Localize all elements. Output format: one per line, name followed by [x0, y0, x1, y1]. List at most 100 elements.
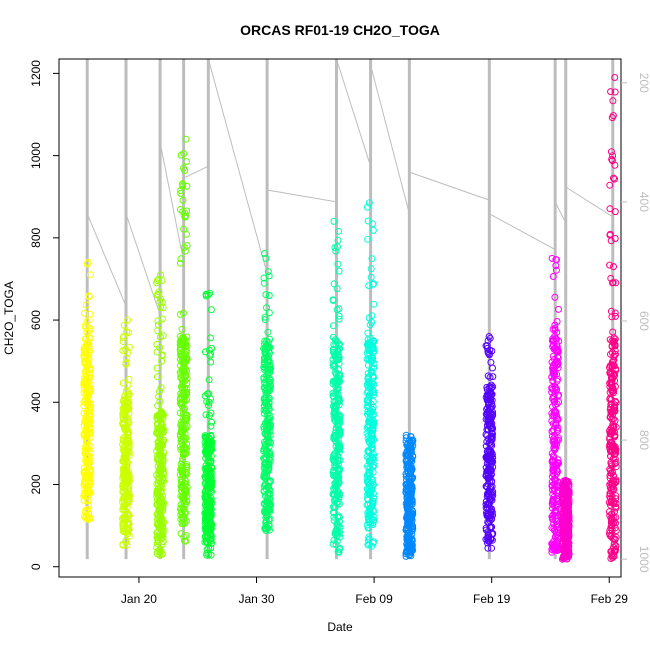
data-point — [369, 280, 377, 288]
data-point — [330, 217, 338, 225]
data-point — [176, 206, 184, 213]
chart-title: ORCAS RF01-19 CH2O_TOGA — [240, 22, 440, 38]
data-point — [612, 423, 620, 431]
data-point — [265, 443, 273, 450]
data-point — [553, 377, 561, 385]
data-point — [330, 413, 338, 421]
data-point — [177, 530, 185, 538]
pressure-connector — [335, 58, 372, 167]
y-tick-label: 400 — [29, 392, 43, 412]
data-point — [121, 406, 129, 414]
data-point — [202, 508, 210, 516]
data-point — [333, 306, 341, 314]
data-point — [262, 455, 270, 463]
data-point — [407, 536, 415, 544]
data-point — [159, 503, 167, 511]
data-point — [366, 380, 374, 388]
data-point — [335, 356, 343, 363]
data-point — [487, 524, 495, 532]
series-RF06 — [260, 250, 275, 534]
data-point — [548, 473, 556, 481]
data-point — [121, 423, 128, 431]
data-point — [607, 479, 615, 487]
data-point — [561, 501, 569, 509]
data-point — [80, 384, 88, 392]
data-point — [264, 402, 272, 410]
data-point — [336, 345, 344, 353]
data-point — [606, 181, 614, 189]
data-point — [611, 161, 619, 169]
data-point — [552, 408, 560, 416]
data-point — [157, 494, 165, 501]
data-point — [334, 430, 342, 438]
data-point — [179, 196, 187, 204]
data-point — [368, 255, 376, 263]
data-point — [154, 373, 161, 381]
y-axis-label: CH2O_TOGA — [2, 281, 16, 355]
data-point — [156, 398, 164, 405]
data-point — [179, 497, 187, 504]
data-point — [548, 373, 556, 381]
data-point — [262, 291, 270, 299]
data-point — [552, 386, 560, 394]
data-point — [334, 492, 342, 500]
data-point — [334, 260, 342, 268]
data-point — [549, 470, 557, 477]
data-point — [180, 515, 188, 523]
data-point — [607, 408, 615, 416]
data-point — [610, 339, 617, 347]
data-point — [206, 531, 214, 539]
data-point — [488, 457, 496, 465]
data-point — [122, 538, 130, 546]
x-tick-label: Jan 30 — [239, 592, 275, 606]
data-point — [119, 347, 127, 354]
data-point — [489, 383, 497, 391]
data-point — [159, 457, 167, 464]
data-point — [334, 452, 342, 460]
series-RF02 — [119, 316, 133, 549]
data-point — [204, 452, 212, 460]
data-point — [485, 474, 493, 482]
data-point — [607, 499, 615, 506]
data-point — [552, 444, 560, 452]
data-point — [609, 410, 617, 418]
data-point — [406, 543, 414, 551]
data-point — [83, 318, 91, 326]
data-point — [330, 378, 338, 386]
data-point — [405, 551, 413, 559]
data-point — [203, 440, 211, 448]
series-RF04 — [176, 135, 191, 545]
data-point — [332, 461, 340, 469]
data-point — [606, 489, 614, 497]
data-point — [87, 271, 94, 279]
data-point — [84, 259, 92, 266]
data-point — [364, 524, 372, 532]
y-tick-label: 1200 — [29, 60, 43, 87]
data-point — [611, 460, 619, 468]
data-point — [182, 390, 190, 398]
data-point — [183, 182, 191, 190]
data-point — [331, 472, 339, 480]
data-point — [329, 333, 337, 341]
data-point — [409, 525, 416, 533]
data-point — [82, 506, 90, 514]
data-point — [482, 464, 490, 472]
data-point — [336, 429, 344, 437]
data-point — [407, 433, 415, 440]
data-point — [551, 540, 559, 548]
data-point — [549, 273, 557, 280]
data-point — [154, 514, 162, 522]
data-point — [266, 361, 274, 369]
data-point — [84, 383, 91, 391]
data-point — [85, 292, 93, 300]
data-point — [181, 519, 189, 527]
data-point — [607, 370, 615, 378]
data-point — [82, 438, 90, 446]
data-point — [178, 520, 186, 528]
data-point — [364, 235, 372, 243]
data-point — [485, 464, 493, 472]
data-point — [555, 305, 562, 313]
data-point — [182, 424, 190, 432]
data-point — [608, 439, 616, 447]
data-point — [84, 338, 92, 346]
